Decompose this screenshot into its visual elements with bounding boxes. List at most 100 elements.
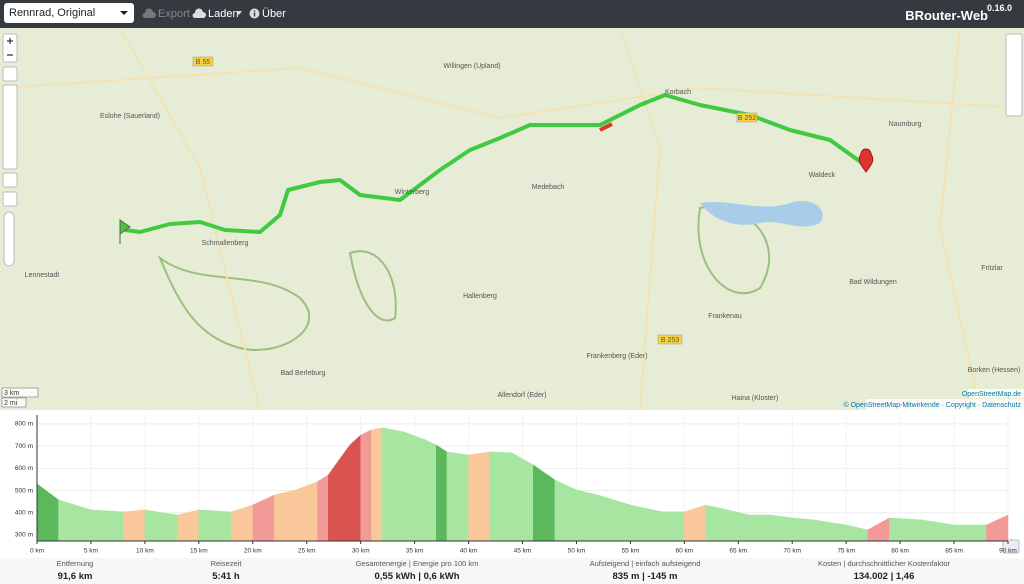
- elevation-segment: [889, 517, 922, 542]
- x-tick-label: 50 km: [568, 548, 586, 555]
- elevation-segment: [274, 489, 297, 542]
- x-tick-label: 35 km: [406, 548, 424, 555]
- stat: Aufsteigend | einfach aufsteigend 835 m |…: [535, 559, 755, 582]
- stat-value: 134.002 | 1,46: [853, 571, 915, 582]
- stat-label: Gesamtenergie | Energie pro 100 km: [355, 559, 479, 568]
- attribution-bg: [866, 399, 1024, 410]
- stat: Entfernung 91,6 km: [0, 559, 185, 582]
- elevation-segment: [791, 517, 815, 542]
- elevation-segment: [360, 429, 372, 542]
- y-tick-label: 600 m: [15, 465, 33, 472]
- stat-value: 91,6 km: [57, 571, 93, 582]
- scale-bar: [1, 397, 27, 408]
- version: 0.16.0: [986, 3, 1012, 13]
- road-shield: [192, 56, 214, 67]
- place-label: Bad Wildungen: [849, 279, 897, 286]
- x-tick-label: 40 km: [460, 548, 478, 555]
- elevation-segment: [144, 509, 178, 542]
- chart-collapse-button[interactable]: [1002, 539, 1020, 554]
- place-label: Eslohe (Sauerland): [100, 113, 160, 120]
- elevation-segment: [770, 514, 793, 542]
- elevation-segment: [435, 444, 448, 542]
- place-label: Fritzlar: [981, 265, 1003, 272]
- road-label: B 252: [738, 115, 756, 122]
- stat-label: Reisezeit: [210, 559, 242, 568]
- load-icon: [192, 8, 206, 18]
- y-tick-label: 700 m: [15, 443, 33, 450]
- x-tick-label: 20 km: [244, 548, 262, 555]
- stat-value: 5:41 h: [212, 571, 240, 582]
- profile-select[interactable]: Rennrad, Original: [4, 3, 134, 23]
- x-tick-label: 70 km: [783, 548, 801, 555]
- elevation-segment: [381, 427, 405, 542]
- road-shield: [657, 334, 683, 345]
- place-label: Medebach: [532, 184, 565, 191]
- right-toolbar[interactable]: [1005, 33, 1023, 117]
- start-marker[interactable]: [119, 219, 131, 244]
- stat: Reisezeit 5:41 h: [116, 559, 336, 582]
- route-steep: [599, 122, 613, 132]
- elevation-segment: [338, 444, 351, 542]
- elevation-segment: [446, 451, 469, 542]
- place-label: Allendorf (Eder): [497, 392, 546, 399]
- export-button[interactable]: Export: [158, 8, 190, 20]
- x-tick-label: 85 km: [945, 548, 963, 555]
- place-label: Bad Berleburg: [281, 370, 326, 377]
- elevation-segment: [317, 474, 329, 542]
- elevation-segment: [295, 481, 318, 542]
- x-tick-label: 60 km: [675, 548, 693, 555]
- caret: [236, 11, 242, 15]
- info-icon: [249, 8, 260, 19]
- elevation-segment: [198, 509, 232, 542]
- load-button[interactable]: Laden: [208, 8, 239, 20]
- tile-credit[interactable]: OpenStreetMap.de: [962, 391, 1021, 398]
- x-tick-label: 0 km: [30, 548, 44, 555]
- road-shield: [736, 112, 758, 123]
- place-label: Willingen (Upland): [443, 63, 500, 70]
- elevation-segment: [403, 431, 426, 542]
- opacity-slider[interactable]: [3, 211, 15, 267]
- x-tick-label: 45 km: [514, 548, 532, 555]
- search-button[interactable]: [2, 66, 18, 82]
- elevation-segment: [90, 509, 124, 542]
- elevation-segment: [705, 504, 728, 542]
- lake: [700, 200, 823, 227]
- map-background: [0, 28, 1024, 410]
- stat-label: Kosten | durchschnittlicher Kostenfaktor: [817, 559, 950, 568]
- elevation-segment: [554, 479, 577, 542]
- attribution[interactable]: © OpenStreetMap-Mitwirkende · Copyright …: [843, 401, 1021, 409]
- stat: Kosten | durchschnittlicher Kostenfaktor…: [774, 559, 994, 582]
- road-label: B 253: [661, 337, 679, 344]
- map[interactable]: Willingen (Upland) Korbach Eslohe (Sauer…: [0, 28, 1024, 410]
- draw-toolbar[interactable]: [2, 84, 18, 170]
- scale-label: 3 km: [4, 390, 19, 397]
- elevation-segment: [511, 452, 534, 542]
- y-tick-label: 300 m: [15, 532, 33, 539]
- export-icon: [142, 8, 156, 18]
- y-tick-label: 800 m: [15, 421, 33, 428]
- x-tick-label: 90 km: [999, 548, 1017, 555]
- scale-label: 2 mi: [4, 400, 18, 407]
- place-label: Naumburg: [889, 121, 922, 128]
- route: [124, 93, 867, 234]
- place-label: Haina (Kloster): [732, 395, 779, 402]
- x-tick-label: 25 km: [298, 548, 316, 555]
- elevation-toggle[interactable]: [2, 191, 18, 207]
- place-label: Winterberg: [395, 189, 429, 196]
- elevation-segment: [371, 427, 383, 542]
- scale-bar: [1, 387, 39, 398]
- stat-value: 835 m | -145 m: [612, 571, 678, 582]
- end-marker[interactable]: [858, 148, 874, 173]
- zoom-control[interactable]: [2, 33, 18, 63]
- x-tick-label: 30 km: [352, 548, 370, 555]
- elevation-segment: [662, 511, 685, 542]
- brand: BRouter-Web: [905, 8, 988, 23]
- place-label: Lennestadt: [25, 272, 60, 279]
- x-tick-label: 80 km: [891, 548, 909, 555]
- undo-button[interactable]: [2, 172, 18, 188]
- elevation-segment: [727, 509, 750, 542]
- place-label: Frankenberg (Eder): [586, 353, 647, 360]
- elevation-segment: [425, 439, 437, 542]
- x-tick-label: 65 km: [729, 548, 747, 555]
- about-button[interactable]: Über: [262, 8, 286, 20]
